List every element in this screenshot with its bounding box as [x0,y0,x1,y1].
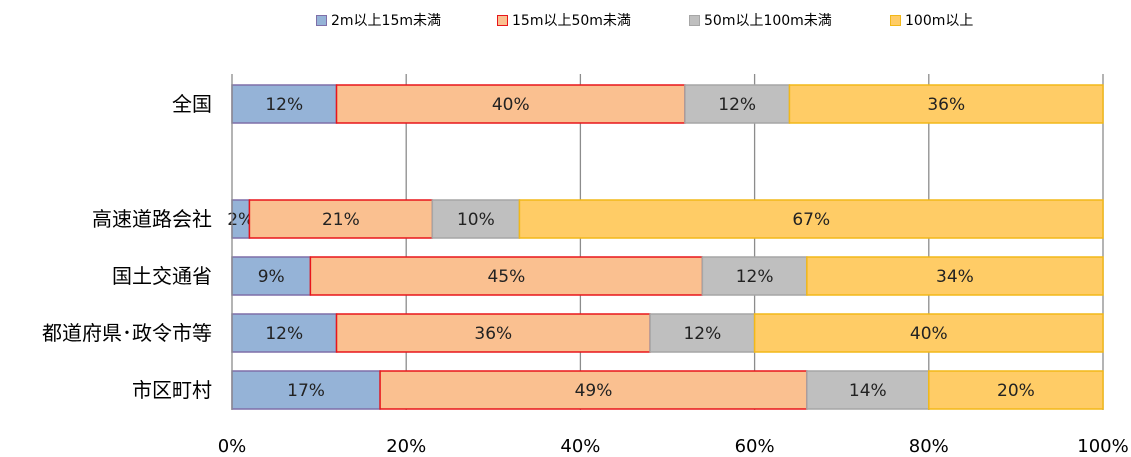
x-tick-label: 40% [560,436,600,457]
category-label: 全国 [172,92,212,116]
legend-label: 15m以上50m未満 [512,10,631,30]
data-label: 12% [683,324,721,344]
data-label: 49% [575,381,613,401]
category-label: 都道府県･政令市等 [42,321,212,345]
x-tick-label: 100% [1077,436,1128,457]
data-label: 36% [927,95,965,115]
data-label: 17% [287,381,325,401]
data-label: 12% [718,95,756,115]
legend-label: 2m以上15m未満 [331,10,441,30]
data-label: 67% [792,210,830,230]
x-tick-label: 60% [735,436,775,457]
legend-item: 50m以上100m未満 [689,10,832,30]
category-label: 市区町村 [132,378,212,402]
legend-swatch [497,15,508,26]
data-label: 12% [265,324,303,344]
x-tick-label: 80% [909,436,949,457]
data-label: 36% [474,324,512,344]
data-label: 21% [322,210,360,230]
data-label: 40% [910,324,948,344]
data-label: 45% [487,267,525,287]
data-label: 34% [936,267,974,287]
chart-legend: 2m以上15m未満 15m以上50m未満 50m以上100m未満 100m以上 [0,10,1131,34]
legend-label: 100m以上 [905,10,973,30]
legend-item: 2m以上15m未満 [316,10,441,30]
data-label: 20% [997,381,1035,401]
category-label: 高速道路会社 [92,207,212,231]
legend-label: 50m以上100m未満 [704,10,832,30]
x-tick-label: 0% [218,436,247,457]
legend-swatch [316,15,327,26]
data-label: 12% [265,95,303,115]
data-label: 14% [849,381,887,401]
legend-swatch [689,15,700,26]
x-tick-label: 20% [386,436,426,457]
category-label: 国土交通省 [112,264,212,288]
data-label: 40% [492,95,530,115]
legend-item: 15m以上50m未満 [497,10,631,30]
legend-swatch [890,15,901,26]
data-label: 12% [736,267,774,287]
data-label: 9% [258,267,285,287]
legend-item: 100m以上 [890,10,973,30]
data-label: 10% [457,210,495,230]
